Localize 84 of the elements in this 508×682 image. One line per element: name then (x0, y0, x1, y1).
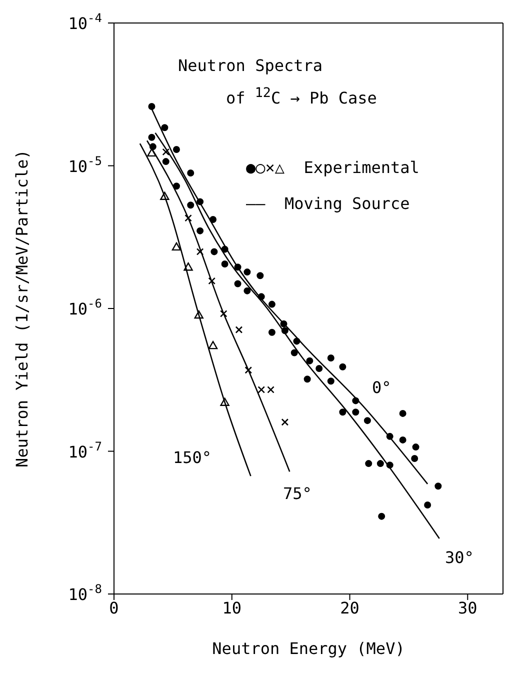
point (399, 436, 406, 444)
point (352, 397, 360, 404)
point (161, 124, 168, 132)
annotation: 75° (283, 484, 312, 503)
point (196, 227, 204, 234)
x-tick-label: 0 (109, 598, 119, 618)
point (411, 454, 418, 462)
text: of $^{12}$C → Pb Case (226, 86, 377, 108)
point (244, 268, 251, 276)
point (234, 280, 242, 288)
point (210, 248, 218, 256)
point (424, 502, 432, 509)
point (162, 148, 170, 156)
x-tick-label: 10 (222, 598, 242, 618)
point (281, 327, 288, 334)
annotation: 0° (372, 378, 392, 397)
y-tick-label: 10$^{-8}$ (68, 582, 102, 604)
point (376, 460, 384, 468)
point (187, 202, 194, 209)
point (221, 246, 228, 253)
point (364, 417, 371, 424)
text: Neutron Spectra (178, 56, 322, 75)
point (187, 169, 194, 176)
point (196, 248, 204, 256)
point (147, 148, 156, 157)
point (148, 103, 156, 110)
point (172, 146, 180, 153)
y-axis-title: Neutron Yield (1/sr/MeV/Particle) (12, 150, 32, 468)
point (290, 349, 298, 356)
point (268, 328, 276, 336)
point (281, 418, 289, 426)
point (316, 364, 323, 372)
point (162, 158, 170, 166)
point (244, 287, 251, 294)
point (235, 326, 243, 334)
point (258, 386, 265, 394)
point (172, 242, 182, 251)
point (196, 198, 204, 206)
point (293, 338, 300, 345)
point (208, 277, 216, 285)
point (365, 460, 372, 468)
point (256, 272, 264, 280)
x-axis-title: Neutron Energy (MeV) (212, 639, 405, 658)
annotation: —— Moving Source (246, 194, 410, 213)
point (220, 398, 230, 406)
point (172, 182, 180, 190)
point (184, 262, 193, 271)
y-tick-label: 10$^{-6}$ (68, 296, 102, 318)
point (352, 408, 360, 416)
point (280, 320, 288, 328)
point (149, 143, 156, 150)
point (160, 192, 170, 200)
y-tick-label: 10$^{-4}$ (68, 11, 102, 33)
y-tick-label: 10$^{-7}$ (68, 439, 102, 462)
point (210, 216, 217, 224)
point (434, 482, 442, 490)
point (184, 214, 192, 222)
point (221, 260, 228, 268)
point (412, 444, 420, 451)
point (339, 408, 346, 416)
point (399, 410, 406, 417)
point (244, 366, 252, 374)
annotation: ●○×△ Experimental (246, 158, 420, 177)
point (386, 432, 394, 440)
point (220, 310, 228, 318)
annotation: 30° (445, 548, 474, 567)
point (148, 134, 156, 141)
point (327, 378, 334, 385)
point (194, 310, 204, 319)
point (304, 376, 311, 383)
point (208, 340, 218, 350)
point (327, 354, 334, 362)
y-tick-label: 10$^{-5}$ (68, 154, 102, 176)
point (268, 300, 276, 308)
point (306, 357, 314, 364)
x-tick-label: 30 (458, 598, 478, 618)
point (339, 363, 346, 370)
point (386, 462, 394, 469)
x-tick-label: 20 (340, 598, 360, 618)
point (378, 512, 386, 520)
point (234, 264, 242, 271)
point (258, 293, 265, 300)
annotation: 150° (173, 448, 212, 467)
point (267, 386, 274, 394)
